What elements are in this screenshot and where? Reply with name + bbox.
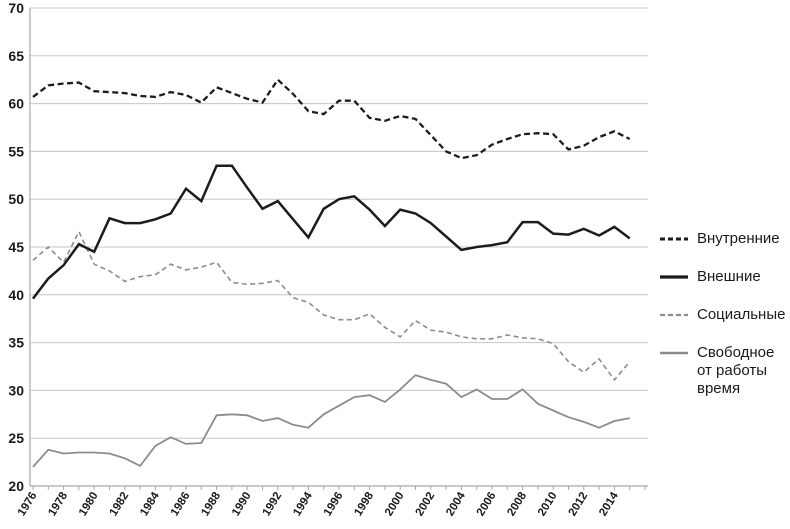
y-tick-label: 30	[8, 382, 24, 398]
x-tick-label: 2002	[414, 490, 438, 518]
x-tick-label: 1984	[138, 490, 162, 519]
x-tick-label: 1990	[230, 490, 254, 518]
y-tick-label: 25	[8, 430, 24, 446]
legend-item-social: Социальные	[660, 306, 788, 324]
y-tick-labels: 20 25 30 35 40 45 50 55 60 65 70	[8, 0, 24, 494]
x-tick-label: 2008	[505, 490, 529, 519]
x-tick-label: 1976	[16, 490, 40, 518]
x-tick-label: 1994	[291, 490, 315, 519]
x-tick-label: 1978	[46, 490, 70, 519]
x-tick-labels: 1976 1978 1980 1982 1984 1986 1988 1990 1992 1994…	[16, 490, 621, 519]
x-tick-label: 1996	[322, 490, 346, 518]
x-tick-label: 2010	[536, 490, 560, 518]
x-tick-label: 2012	[567, 490, 591, 518]
legend-label-free-time: Свободное от работы время	[697, 344, 775, 397]
x-tick-label: 1982	[108, 490, 132, 518]
series-line-1	[32, 164, 631, 300]
x-ticks	[32, 486, 646, 490]
legend-label-external: Внешние	[697, 268, 761, 285]
y-tick-label: 35	[8, 335, 24, 351]
y-tick-label: 60	[8, 96, 24, 112]
y-tick-label: 40	[8, 287, 24, 303]
legend-label-internal: Внутренние	[697, 230, 780, 247]
x-tick-label: 2006	[475, 490, 499, 518]
series-line-2	[32, 229, 631, 382]
series-line-3	[32, 374, 630, 468]
solid-gray-line-icon	[660, 351, 688, 355]
dashed-dark-line-icon	[660, 237, 688, 241]
x-tick-label: 1992	[261, 490, 285, 518]
y-tick-label: 20	[8, 478, 24, 494]
x-tick-label: 1998	[352, 490, 376, 519]
x-tick-label: 2004	[444, 490, 468, 519]
y-tick-label: 55	[8, 143, 24, 159]
legend-item-external: Внешние	[660, 268, 788, 286]
x-tick-label: 1986	[169, 490, 193, 518]
x-tick-label: 2014	[597, 490, 621, 519]
legend-item-free-time: Свободное от работы время	[660, 344, 788, 398]
y-tick-label: 45	[8, 239, 24, 255]
solid-dark-line-icon	[660, 275, 688, 279]
x-tick-label: 1988	[199, 490, 223, 519]
x-tick-label: 1980	[77, 490, 101, 518]
x-tick-label: 2000	[383, 490, 407, 518]
y-tick-label: 50	[8, 191, 24, 207]
y-tick-label: 65	[8, 48, 24, 64]
legend-item-internal: Внутренние	[660, 230, 788, 248]
chart-legend: Внутренние Внешние Социальные Свободное …	[660, 230, 788, 398]
y-tick-label: 70	[8, 0, 24, 16]
dashed-gray-line-icon	[660, 313, 688, 317]
legend-label-social: Социальные	[697, 306, 786, 323]
series-line-0	[32, 77, 631, 160]
